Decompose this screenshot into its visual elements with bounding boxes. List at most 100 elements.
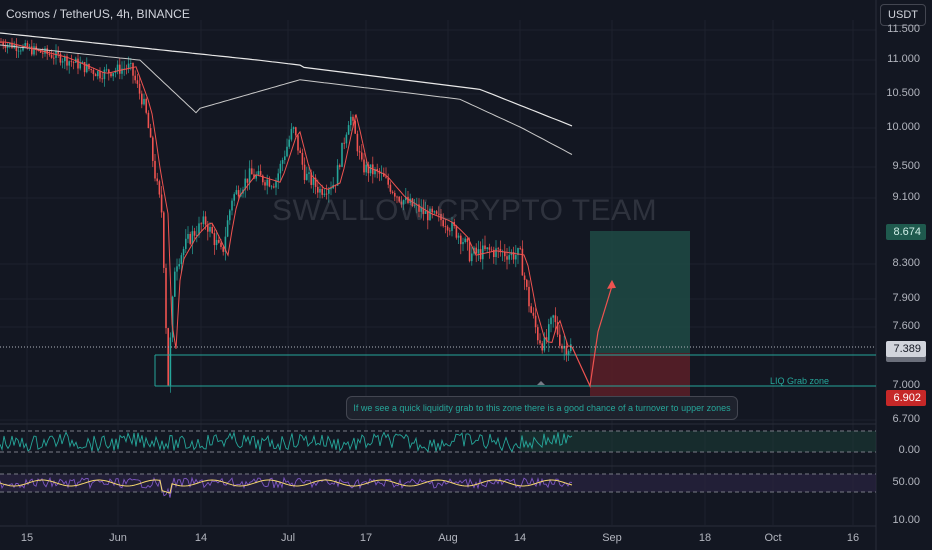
- candle-body: [171, 296, 174, 338]
- candle-body: [174, 271, 176, 297]
- candle-body: [422, 207, 425, 214]
- candle-body: [66, 56, 68, 66]
- candle-body: [237, 190, 240, 197]
- price-tick: 9.500: [892, 160, 920, 172]
- candle-body: [508, 255, 510, 260]
- candle-body: [11, 42, 13, 48]
- candle-body: [528, 286, 530, 307]
- osc-line-yellow: [0, 479, 573, 494]
- time-tick: 18: [698, 532, 712, 544]
- candle-body: [512, 251, 515, 260]
- candle-body: [433, 211, 436, 213]
- candle-body: [94, 74, 97, 77]
- candle-body: [376, 168, 378, 171]
- candle-body: [312, 177, 315, 185]
- candle-body: [64, 56, 66, 62]
- candle-body: [556, 322, 559, 335]
- candle-body: [226, 220, 229, 237]
- candle-body: [490, 249, 493, 251]
- candle-body: [273, 186, 275, 188]
- liq-grab-label: LIQ Grab zone: [770, 376, 830, 386]
- candle-body: [464, 238, 466, 243]
- candle-body: [317, 186, 319, 193]
- candle-body: [105, 69, 108, 71]
- candle-body: [218, 239, 220, 243]
- candle-body: [482, 245, 484, 260]
- candle-body: [398, 196, 400, 202]
- candle-body: [262, 175, 264, 183]
- candle-body: [477, 249, 480, 254]
- candle-body: [176, 266, 178, 272]
- candle-body: [156, 178, 158, 182]
- candle-body: [70, 61, 73, 63]
- candle-body: [339, 165, 341, 167]
- candle-body: [565, 345, 568, 356]
- candle-body: [510, 251, 513, 256]
- candle-body: [391, 191, 394, 193]
- candle-body: [121, 68, 123, 74]
- candle-body: [493, 249, 495, 258]
- candle-body: [158, 181, 161, 195]
- candle-body: [187, 233, 189, 239]
- candle-body: [449, 230, 451, 232]
- candle-body: [110, 73, 112, 77]
- candle-body: [543, 337, 546, 351]
- candle-body: [26, 43, 29, 49]
- candle-body: [149, 128, 152, 138]
- candle-body: [182, 248, 185, 256]
- candle-body: [101, 78, 103, 80]
- candle-body: [97, 71, 99, 77]
- candle-body: [165, 267, 167, 329]
- candle-body: [396, 196, 398, 198]
- candle-body: [163, 212, 165, 268]
- candle-body: [484, 245, 486, 250]
- candle-body: [367, 164, 370, 174]
- candle-body: [50, 54, 53, 58]
- candle-body: [444, 226, 447, 227]
- currency-button[interactable]: USDT: [880, 4, 926, 26]
- candle-body: [35, 46, 37, 50]
- time-tick: 15: [20, 532, 34, 544]
- candle-body: [145, 98, 147, 113]
- candle-body: [20, 50, 22, 52]
- price-tick: 11.000: [887, 53, 920, 65]
- candle-body: [541, 343, 543, 351]
- candle-body: [400, 201, 403, 205]
- candle-body: [299, 150, 301, 153]
- candle-body: [215, 239, 218, 246]
- candle-body: [198, 223, 200, 235]
- oscillator-panel: [0, 473, 876, 498]
- candle-body: [363, 159, 365, 173]
- candle-body: [22, 45, 24, 51]
- projection-path: [571, 285, 613, 389]
- candle-body: [81, 62, 84, 64]
- candle-body: [251, 168, 253, 175]
- candle-body: [427, 210, 429, 221]
- candle-body: [383, 173, 385, 177]
- candle-body: [455, 225, 458, 238]
- candle-body: [222, 246, 224, 252]
- candle-body: [295, 127, 297, 136]
- candle-body: [229, 210, 231, 221]
- candle-body: [570, 344, 572, 352]
- candle-body: [429, 208, 431, 221]
- candle-body: [257, 171, 260, 175]
- candle-body: [130, 62, 132, 64]
- candle-body: [537, 327, 539, 341]
- candle-body: [99, 71, 101, 79]
- candle-body: [497, 248, 499, 250]
- candle-body: [356, 133, 359, 152]
- projection-arrow-icon: [607, 279, 616, 289]
- rsi-band: [520, 431, 876, 452]
- candle-body: [325, 193, 328, 195]
- signal-line-red: [0, 41, 573, 349]
- candle-body: [561, 345, 563, 349]
- candle-body: [202, 216, 205, 224]
- candles: [0, 37, 572, 393]
- candle-body: [207, 224, 209, 232]
- candle-body: [365, 164, 367, 173]
- candle-body: [266, 179, 268, 186]
- candle-body: [466, 238, 469, 242]
- price-tick: 7.000: [892, 379, 920, 391]
